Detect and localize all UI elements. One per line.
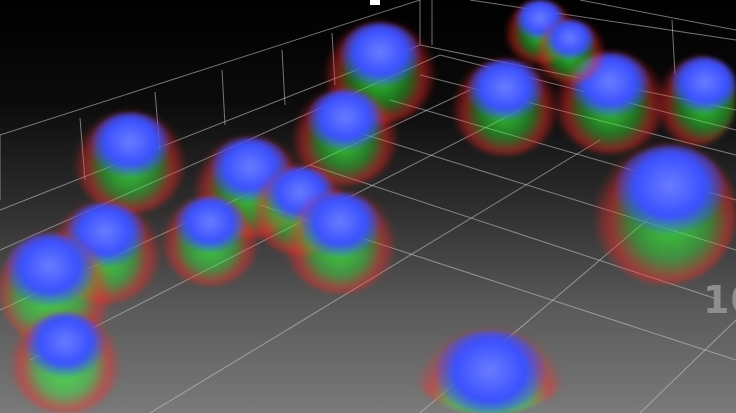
cell-nucleus — [307, 89, 383, 151]
cell-nucleus — [670, 57, 736, 113]
grid-line — [579, 0, 736, 31]
cell-nucleus — [340, 23, 420, 87]
cell-nucleus — [5, 234, 95, 306]
cell-nucleus — [25, 313, 105, 377]
cell-nucleus — [300, 193, 380, 257]
top-marker — [370, 0, 380, 5]
grid-line — [469, 0, 736, 41]
cell-nucleus — [435, 331, 545, 413]
scale-label: 10 — [703, 278, 736, 322]
grid-line — [281, 49, 286, 106]
cell-nucleus — [467, 59, 543, 121]
grid-line — [0, 0, 421, 136]
grid-line — [221, 69, 226, 126]
cell-nucleus — [615, 146, 725, 234]
cell-nucleus — [545, 20, 595, 60]
cell-nucleus — [90, 113, 170, 177]
grid-line — [639, 319, 736, 413]
cell-nucleus — [175, 197, 245, 253]
